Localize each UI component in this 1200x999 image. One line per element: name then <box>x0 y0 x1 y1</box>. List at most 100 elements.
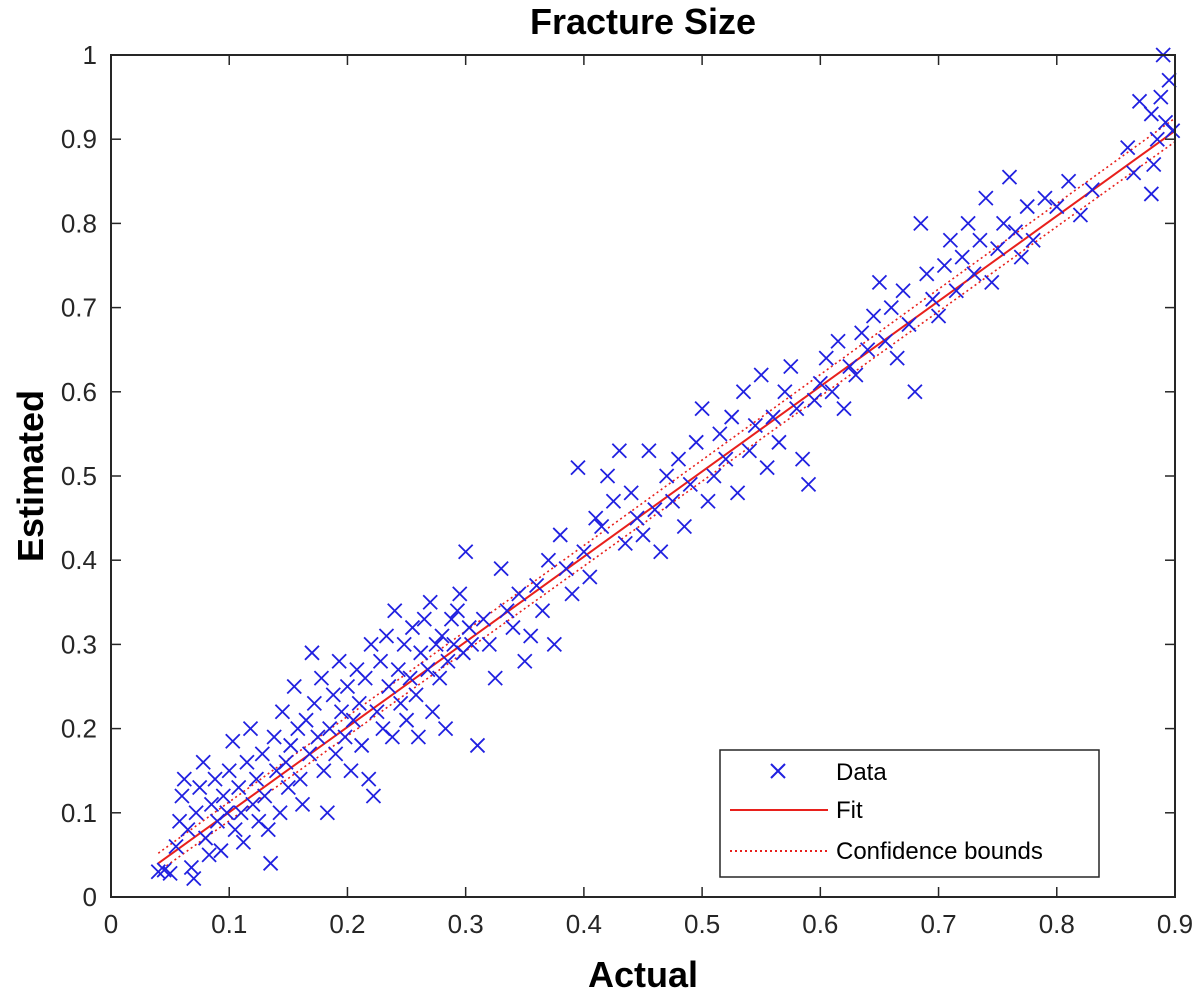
data-point <box>339 678 356 695</box>
data-point <box>203 796 220 813</box>
data-point <box>617 535 633 551</box>
data-point <box>865 308 882 324</box>
x-tick-label: 0.9 <box>1157 909 1193 939</box>
data-point <box>235 834 252 850</box>
data-point <box>1143 186 1159 202</box>
data-point <box>408 687 424 703</box>
data-point <box>487 670 503 686</box>
data-point <box>925 291 941 307</box>
data-point <box>901 316 917 333</box>
data-point <box>954 249 970 265</box>
data-point <box>345 712 361 728</box>
legend-bounds-label: Confidence bounds <box>836 838 1043 865</box>
data-point <box>357 670 373 686</box>
data-point <box>889 350 905 366</box>
data-point <box>1146 156 1162 173</box>
data-point <box>186 870 202 887</box>
data-point <box>390 662 406 678</box>
data-point <box>363 636 379 653</box>
data-point <box>859 342 876 358</box>
data-point <box>659 468 675 484</box>
data-point <box>729 485 746 501</box>
data-point <box>298 712 314 728</box>
data-point <box>771 434 787 450</box>
data-point <box>449 603 466 619</box>
legend: Data Fit Confidence bounds <box>719 749 1100 878</box>
data-point <box>540 552 557 568</box>
data-point <box>292 771 308 787</box>
y-tick-label: 0.9 <box>61 124 97 154</box>
data-point <box>387 603 403 619</box>
data-point <box>286 678 302 695</box>
data-point <box>718 451 734 467</box>
data-point <box>706 468 722 484</box>
data-point <box>463 636 480 653</box>
data-point <box>493 560 509 577</box>
data-point <box>664 493 681 509</box>
data-point <box>505 619 521 636</box>
data-point <box>422 594 438 610</box>
data-point <box>365 788 382 804</box>
data-point <box>528 577 545 594</box>
legend-data-label: Data <box>836 759 887 786</box>
data-point <box>966 266 982 282</box>
data-point <box>676 518 693 535</box>
data-point <box>794 451 811 467</box>
data-point <box>818 350 834 366</box>
data-point <box>413 645 429 661</box>
x-tick-label: 0.5 <box>684 909 720 939</box>
data-point <box>162 865 178 882</box>
data-point <box>599 468 616 484</box>
y-tick-label: 0.1 <box>61 798 97 828</box>
data-point <box>254 746 270 762</box>
data-point <box>257 788 273 804</box>
data-point <box>327 746 344 762</box>
data-point <box>1149 131 1165 147</box>
upper-confidence-bound <box>157 117 1176 854</box>
data-point <box>570 459 586 476</box>
data-point <box>396 636 412 653</box>
data-point <box>611 443 627 459</box>
data-point <box>907 384 923 400</box>
data-point <box>1001 169 1018 185</box>
data-point <box>1072 207 1089 223</box>
x-tick-label: 0.8 <box>1039 909 1075 939</box>
data-point <box>534 603 551 619</box>
y-tick-label: 0 <box>83 882 97 912</box>
data-point <box>410 729 427 745</box>
data-point <box>895 283 911 299</box>
data-point <box>789 401 805 417</box>
data-point <box>995 215 1012 232</box>
data-point <box>428 636 444 653</box>
data-point <box>759 459 775 476</box>
data-point <box>443 611 460 627</box>
data-point <box>694 401 710 417</box>
data-point <box>461 619 477 636</box>
data-point <box>1143 106 1159 122</box>
data-point <box>213 843 229 859</box>
data-point <box>499 603 515 619</box>
data-point <box>1131 93 1148 109</box>
data-point <box>1120 139 1136 156</box>
fit-line <box>157 129 1176 865</box>
data-point <box>919 266 935 282</box>
y-tick-label: 0.5 <box>61 461 97 491</box>
data-point <box>812 375 828 392</box>
data-point <box>1125 165 1142 181</box>
data-point <box>854 325 870 341</box>
legend-fit-label: Fit <box>836 797 863 824</box>
data-point <box>353 737 370 754</box>
data-point <box>605 493 622 509</box>
data-point <box>978 190 994 206</box>
x-tick-label: 0.2 <box>329 909 365 939</box>
data-point <box>304 645 320 661</box>
y-ticks: 0 0.1 0.2 0.3 0.4 0.5 0.6 0.7 0.8 0.9 1 <box>61 40 1175 912</box>
x-tick-label: 0.6 <box>802 909 838 939</box>
data-point <box>331 653 347 669</box>
chart-title: Fracture Size <box>530 1 756 42</box>
data-point <box>765 409 781 425</box>
data-point <box>260 822 276 838</box>
data-point <box>564 586 580 602</box>
data-point <box>1060 173 1077 189</box>
